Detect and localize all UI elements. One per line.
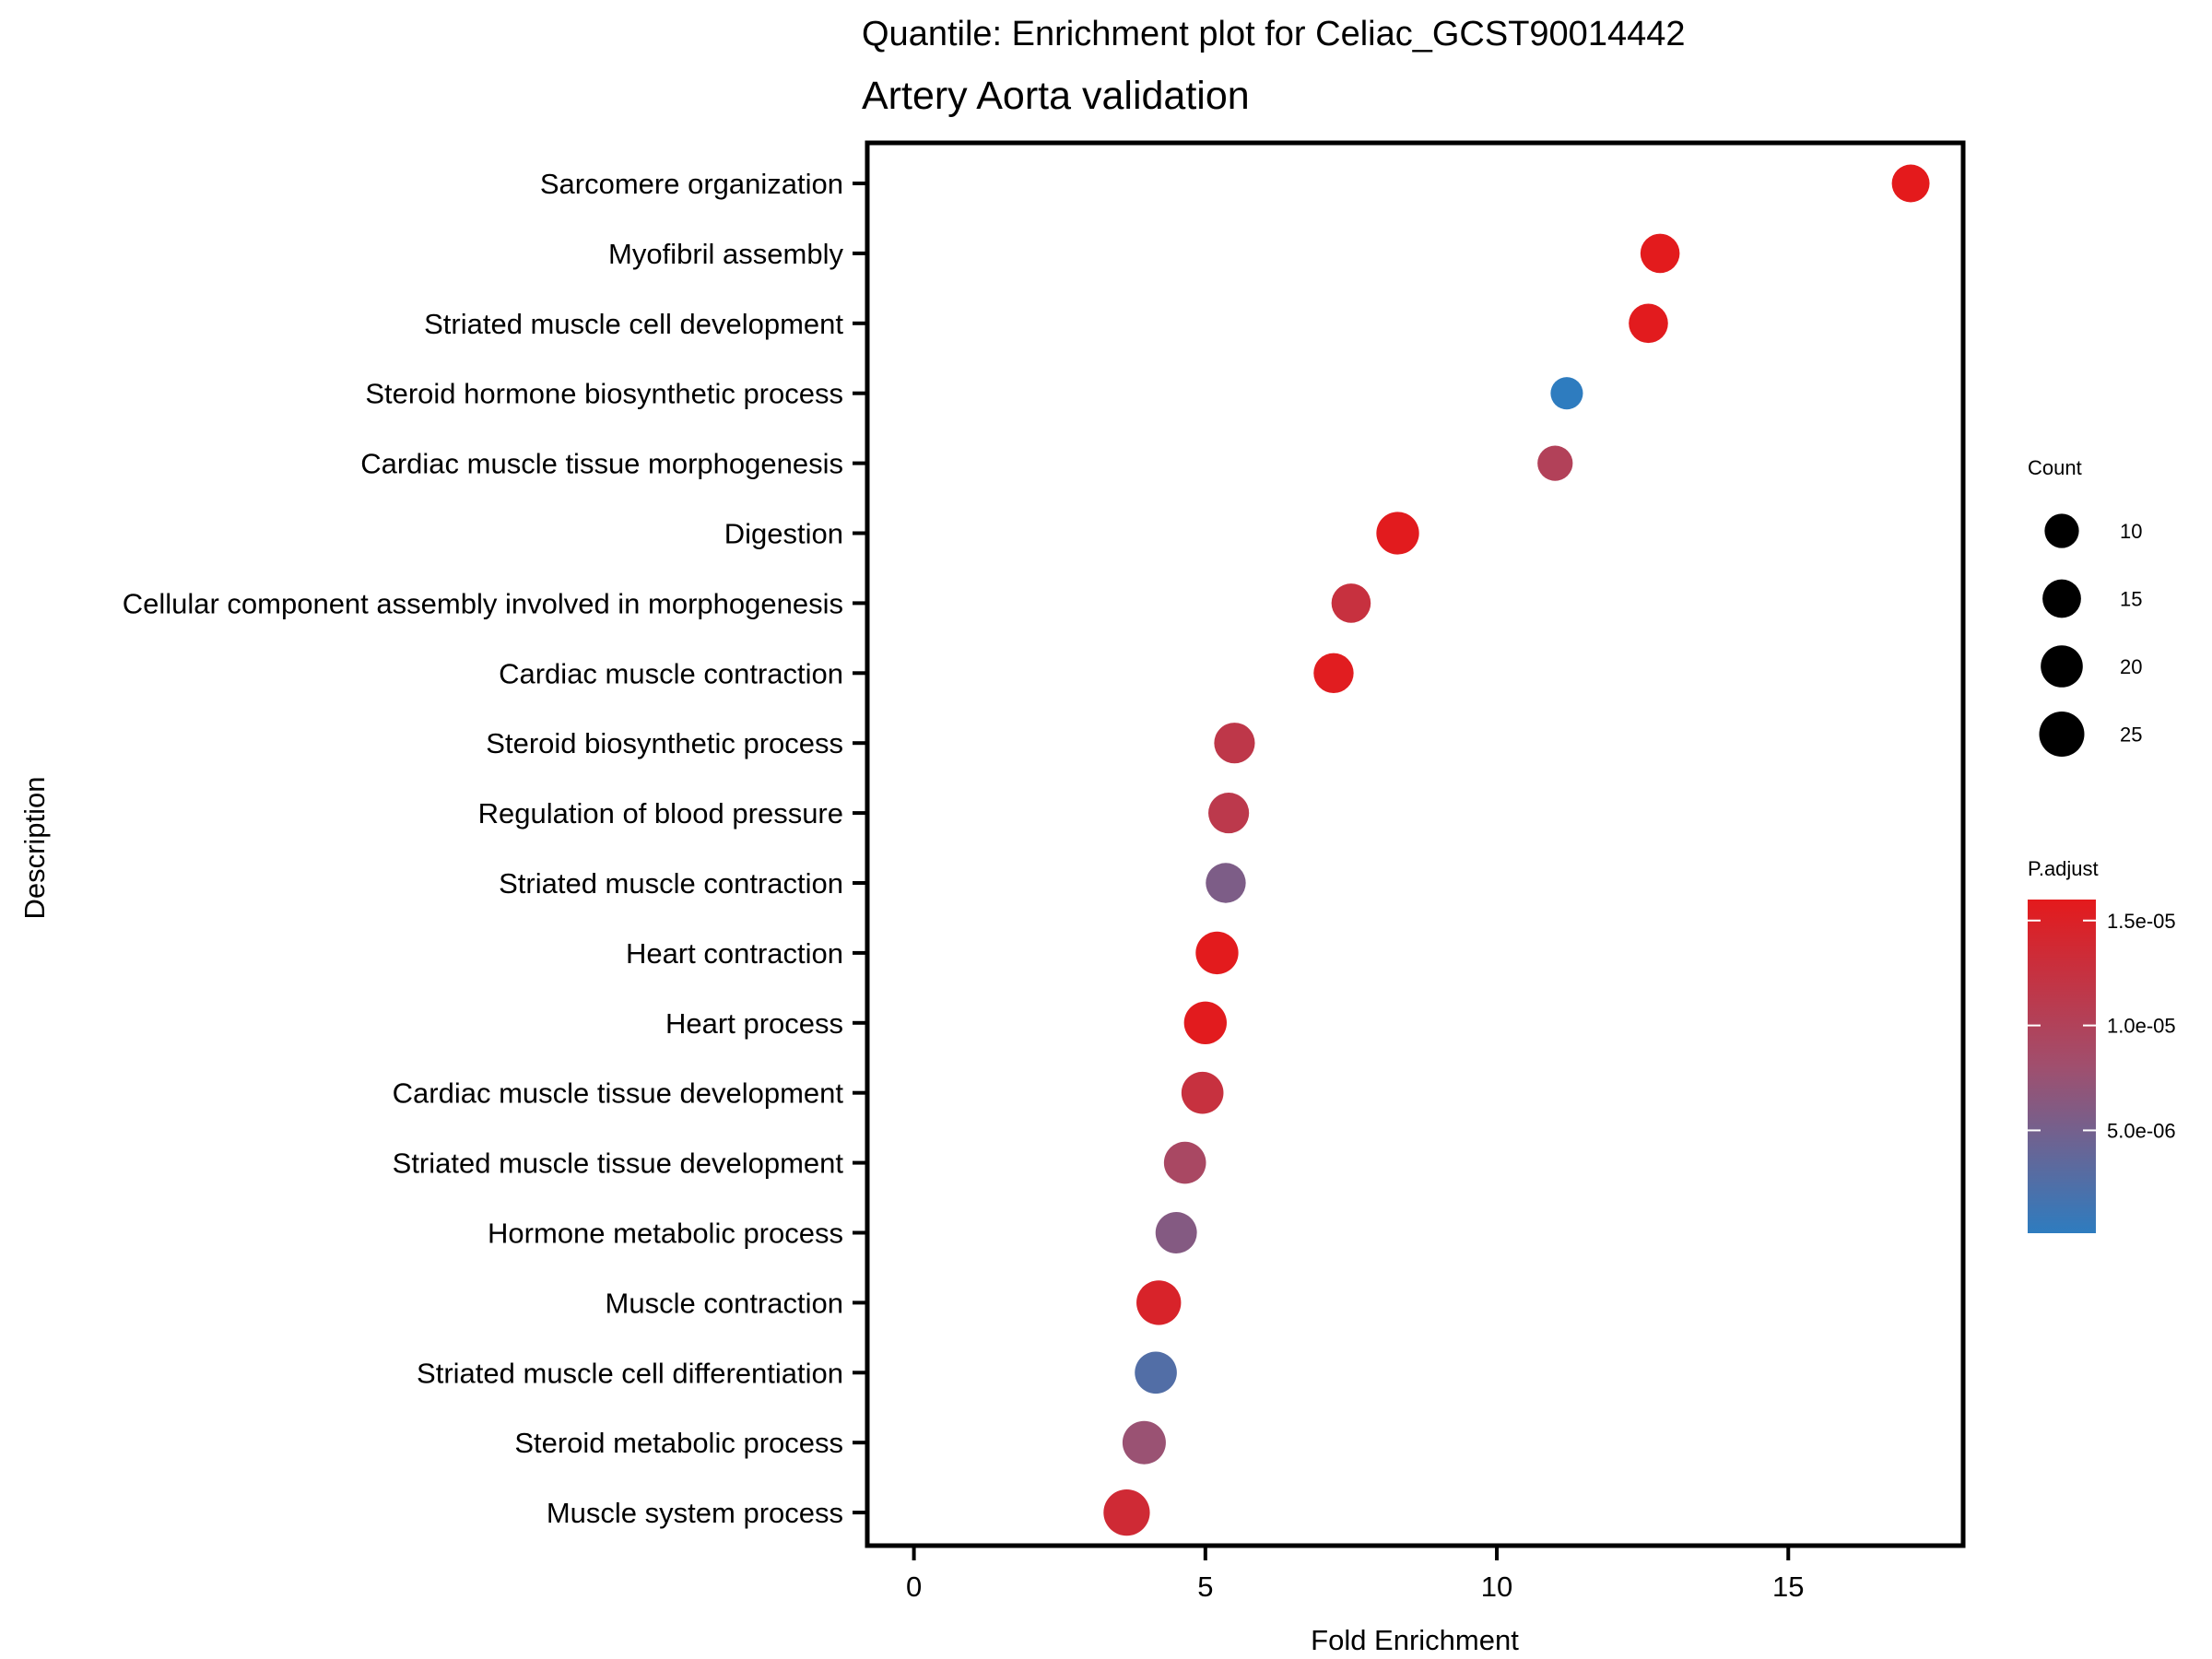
count-legend-label: 25 bbox=[2120, 724, 2142, 747]
data-point bbox=[1195, 932, 1238, 974]
enrichment-dot-plot: Sarcomere organization Myofibril assembly… bbox=[0, 0, 2212, 1659]
y-tick-label: Striated muscle tissue development bbox=[393, 1147, 844, 1180]
y-tick-label: Hormone metabolic process bbox=[488, 1218, 843, 1250]
data-point bbox=[1892, 165, 1930, 203]
x-tick-label: 15 bbox=[1772, 1571, 1804, 1603]
data-point bbox=[1182, 1072, 1224, 1114]
x-axis-ticks: 0 5 10 15 bbox=[906, 1546, 1805, 1603]
y-tick-label: Heart contraction bbox=[626, 937, 843, 970]
y-tick-label: Striated muscle contraction bbox=[499, 867, 843, 900]
y-tick-label: Cardiac muscle tissue morphogenesis bbox=[360, 448, 843, 480]
count-legend-label: 20 bbox=[2120, 655, 2142, 678]
count-legend-key bbox=[2044, 513, 2078, 547]
x-tick-label: 5 bbox=[1197, 1571, 1213, 1603]
plot-panel-border bbox=[867, 143, 1963, 1546]
data-point bbox=[1184, 1002, 1227, 1044]
data-point bbox=[1641, 234, 1680, 274]
count-legend-key bbox=[2042, 580, 2081, 618]
p-adjust-tick-label: 1.5e-05 bbox=[2107, 910, 2176, 933]
y-tick-label: Sarcomere organization bbox=[540, 168, 843, 200]
y-tick-label: Regulation of blood pressure bbox=[478, 797, 843, 830]
data-point bbox=[1123, 1421, 1166, 1465]
count-legend: Count 10 15 20 25 bbox=[2028, 456, 2142, 757]
y-tick-label: Striated muscle cell differentiation bbox=[417, 1357, 843, 1389]
y-tick-label: Steroid biosynthetic process bbox=[486, 727, 843, 759]
data-point bbox=[1313, 653, 1353, 693]
count-legend-label: 10 bbox=[2120, 520, 2142, 543]
data-point bbox=[1208, 793, 1249, 833]
data-point bbox=[1550, 377, 1583, 409]
count-legend-title: Count bbox=[2028, 456, 2082, 479]
y-tick-label: Steroid metabolic process bbox=[514, 1427, 843, 1459]
data-point bbox=[1214, 723, 1254, 763]
y-tick-label: Cellular component assembly involved in … bbox=[123, 587, 843, 619]
y-axis-tick-labels: Sarcomere organization Myofibril assembly… bbox=[123, 168, 844, 1529]
data-point bbox=[1164, 1142, 1206, 1184]
data-point bbox=[1376, 512, 1418, 554]
data-point bbox=[1332, 583, 1371, 623]
count-legend-key bbox=[2041, 645, 2083, 688]
y-tick-label: Muscle contraction bbox=[606, 1287, 843, 1319]
data-point bbox=[1537, 445, 1572, 480]
data-point bbox=[1103, 1489, 1149, 1535]
y-tick-label: Cardiac muscle contraction bbox=[499, 657, 843, 689]
p-adjust-colorbar bbox=[2028, 900, 2096, 1233]
x-tick-label: 0 bbox=[906, 1571, 922, 1603]
count-legend-key bbox=[2040, 712, 2085, 757]
p-adjust-legend-title: P.adjust bbox=[2028, 857, 2099, 880]
y-tick-label: Digestion bbox=[724, 518, 843, 550]
data-points bbox=[1103, 165, 1929, 1536]
p-adjust-tick-label: 1.0e-05 bbox=[2107, 1015, 2176, 1038]
p-adjust-tick-label: 5.0e-06 bbox=[2107, 1119, 2176, 1142]
y-tick-label: Cardiac muscle tissue development bbox=[393, 1077, 844, 1110]
count-legend-label: 15 bbox=[2120, 588, 2142, 611]
data-point bbox=[1629, 304, 1668, 344]
y-tick-label: Striated muscle cell development bbox=[424, 308, 843, 340]
y-tick-label: Heart process bbox=[665, 1007, 843, 1040]
data-point bbox=[1156, 1212, 1197, 1253]
data-point bbox=[1206, 863, 1245, 902]
p-adjust-legend: P.adjust 5.0e-06 1.0e-05 1.5e-05 bbox=[2028, 857, 2176, 1233]
x-axis-label: Fold Enrichment bbox=[1311, 1624, 1519, 1656]
y-tick-label: Steroid hormone biosynthetic process bbox=[365, 378, 843, 410]
data-point bbox=[1136, 1280, 1181, 1324]
data-point bbox=[1135, 1351, 1177, 1394]
y-tick-label: Myofibril assembly bbox=[608, 238, 843, 270]
y-tick-label: Muscle system process bbox=[547, 1497, 843, 1529]
x-tick-label: 10 bbox=[1481, 1571, 1512, 1603]
y-axis-label: Description bbox=[18, 776, 51, 919]
